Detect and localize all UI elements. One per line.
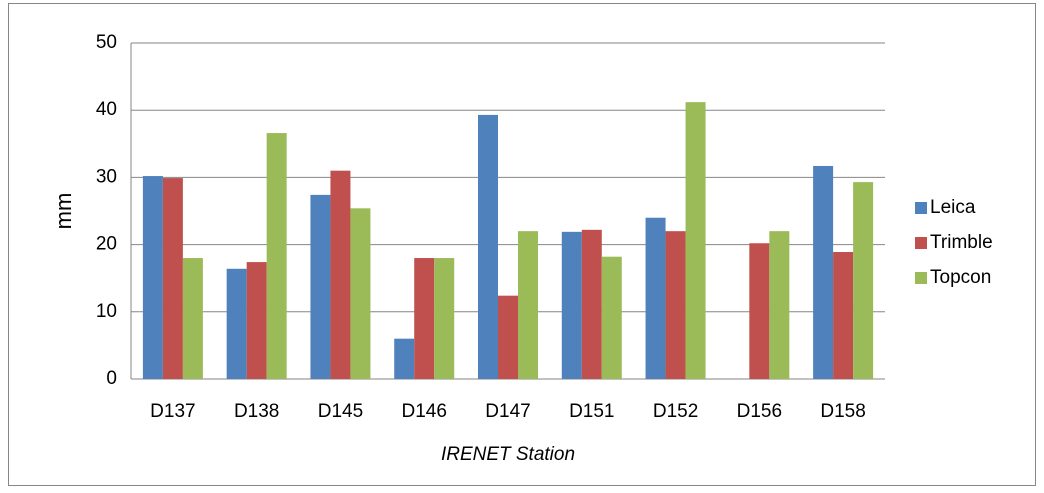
x-tick-label: D152	[653, 401, 698, 422]
bar	[394, 338, 415, 379]
bar	[310, 194, 331, 379]
bar	[769, 231, 790, 379]
bar	[478, 114, 498, 380]
legend-swatch	[915, 237, 927, 249]
bar	[685, 102, 706, 380]
y-tick-label: 40	[96, 99, 117, 120]
y-axis-title: mm	[51, 193, 76, 230]
bar	[518, 231, 538, 379]
bar	[581, 229, 602, 379]
bar	[434, 258, 455, 379]
bar	[665, 231, 686, 379]
bar	[330, 170, 351, 379]
x-axis-title: IRENET Station	[441, 444, 575, 465]
x-tick-label: D137	[150, 401, 195, 422]
bar	[266, 133, 287, 379]
bar	[142, 176, 163, 379]
bar	[226, 268, 247, 379]
legend-label: Leica	[930, 197, 976, 218]
x-tick-label: D156	[737, 401, 782, 422]
y-tick-label: 30	[96, 166, 117, 187]
bar	[162, 178, 183, 379]
bar	[498, 295, 518, 379]
bar	[645, 217, 666, 379]
bar	[853, 182, 874, 379]
legend-label: Trimble	[930, 232, 993, 253]
legend-swatch	[915, 202, 927, 214]
bar	[182, 258, 203, 379]
bar	[561, 231, 582, 379]
bar	[350, 208, 371, 379]
bar	[749, 243, 770, 379]
y-tick-label: 0	[106, 368, 117, 389]
x-tick-label: D146	[402, 401, 447, 422]
x-tick-label: D145	[318, 401, 363, 422]
bar	[601, 256, 622, 379]
bar	[833, 251, 854, 379]
y-tick-label: 20	[96, 234, 117, 255]
legend-swatch	[915, 272, 927, 284]
x-tick-label: D147	[485, 401, 530, 422]
y-tick-label: 10	[96, 301, 117, 322]
x-tick-label: D151	[569, 401, 614, 422]
bar	[246, 262, 267, 379]
bar	[414, 258, 435, 379]
bar	[813, 165, 834, 379]
legend-label: Topcon	[930, 267, 991, 288]
y-tick-label: 50	[96, 32, 117, 53]
x-tick-label: D138	[234, 401, 279, 422]
x-tick-label: D158	[820, 401, 865, 422]
